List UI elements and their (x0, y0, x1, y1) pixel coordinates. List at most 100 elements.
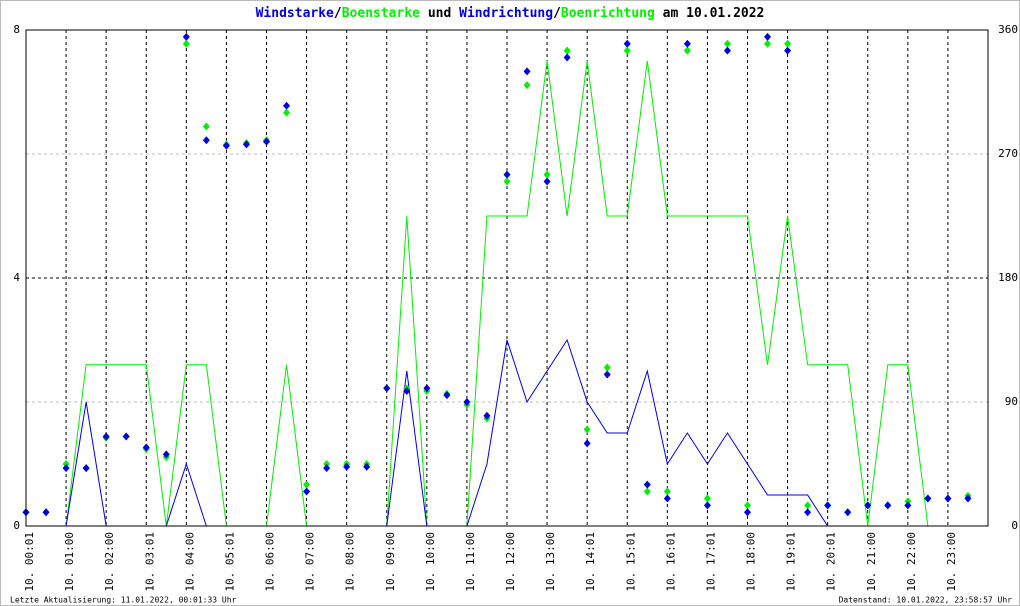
direction-marker (804, 508, 812, 517)
direction-marker (723, 46, 731, 55)
x-tick-label: 10. 19:01 (785, 532, 798, 592)
direction-marker (503, 177, 511, 186)
direction-marker (202, 122, 210, 131)
direction-marker (463, 398, 471, 406)
footer-left: Letzte Aktualisierung: 11.01.2022, 00:01… (10, 596, 237, 605)
direction-marker (623, 46, 631, 55)
x-tick-label: 10. 11:00 (464, 532, 477, 592)
x-tick-label: 10. 09:00 (384, 532, 397, 592)
direction-marker (864, 501, 872, 510)
direction-marker (824, 501, 832, 510)
direction-marker (904, 501, 912, 510)
plot-border (25, 29, 989, 527)
direction-marker (764, 32, 772, 41)
direction-marker (263, 137, 270, 146)
direction-marker (483, 411, 491, 420)
direction-marker (683, 39, 691, 48)
direction-marker (744, 508, 751, 517)
y-tick-label: 4 (13, 271, 20, 284)
speed-line (26, 60, 968, 527)
direction-marker (784, 46, 792, 55)
direction-marker (944, 494, 952, 503)
direction-marker (643, 487, 651, 496)
direction-marker (884, 501, 892, 510)
title-part: und (420, 6, 459, 21)
direction-marker (764, 39, 772, 48)
direction-marker (623, 39, 631, 48)
title-part: Boenrichtung (561, 6, 655, 21)
x-tick-label: 10. 07:00 (304, 532, 317, 592)
direction-marker (283, 108, 291, 117)
x-tick-label: 10. 16:01 (664, 532, 677, 592)
x-tick-label: 10. 21:00 (865, 532, 878, 592)
direction-marker (723, 39, 731, 48)
x-tick-label: 10. 18:00 (745, 532, 758, 592)
x-tick-label: 10. 17:01 (704, 532, 717, 592)
y-tick-label: 8 (13, 23, 20, 36)
direction-marker (543, 170, 551, 179)
direction-marker (663, 494, 671, 503)
y2-tick-label: 360 (998, 23, 1018, 36)
x-tick-label: 10. 03:01 (143, 532, 156, 592)
direction-marker (182, 32, 190, 41)
direction-marker (343, 462, 351, 471)
direction-marker (543, 177, 551, 186)
direction-marker (583, 439, 591, 448)
direction-marker (242, 140, 250, 149)
x-tick-label: 10. 00:01 (23, 532, 36, 592)
direction-marker (82, 464, 90, 473)
direction-marker (142, 443, 150, 452)
direction-marker (784, 39, 792, 48)
x-tick-label: 10. 06:00 (264, 532, 277, 592)
title-part: / (553, 6, 561, 21)
y-tick-label: 0 (13, 519, 20, 532)
title-part: Windrichtung (459, 6, 553, 21)
chart-title: Windstarke/Boenstarke und Windrichtung/B… (256, 6, 765, 21)
direction-marker (283, 101, 291, 110)
direction-marker (102, 432, 110, 441)
y2-tick-label: 270 (998, 147, 1018, 160)
x-tick-label: 10. 15:01 (624, 532, 637, 592)
title-part: / (334, 6, 342, 21)
x-tick-label: 10. 10:00 (424, 532, 437, 592)
x-tick-label: 10. 14:01 (584, 532, 597, 592)
x-tick-label: 10. 20:01 (825, 532, 838, 592)
y2-tick-label: 0 (1011, 519, 1018, 532)
x-tick-label: 10. 02:00 (103, 532, 116, 592)
direction-marker (182, 39, 190, 48)
x-tick-label: 10. 23:00 (945, 532, 958, 592)
direction-marker (523, 81, 531, 90)
direction-marker (122, 432, 130, 441)
footer-right: Datenstand: 10.01.2022, 23:58:57 Uhr (839, 596, 1013, 605)
direction-marker (683, 46, 691, 55)
x-tick-label: 10. 12:00 (504, 532, 517, 592)
direction-marker (383, 384, 391, 393)
direction-marker (62, 464, 70, 473)
direction-marker (703, 501, 711, 510)
direction-marker (844, 508, 852, 517)
title-part: Windstarke (256, 6, 334, 21)
direction-marker (162, 450, 170, 459)
direction-marker (603, 370, 611, 379)
x-tick-label: 10. 04:00 (183, 532, 196, 592)
y2-tick-label: 90 (1005, 395, 1018, 408)
direction-marker (363, 462, 371, 471)
direction-marker (563, 53, 571, 62)
direction-marker (603, 363, 611, 372)
title-part: am 10.01.2022 (655, 6, 765, 21)
direction-marker (202, 136, 210, 145)
speed-line (26, 338, 968, 527)
direction-marker (323, 460, 331, 468)
x-tick-label: 10. 01:00 (63, 532, 76, 592)
direction-marker (323, 464, 331, 473)
direction-marker (663, 487, 671, 496)
direction-marker (563, 46, 571, 55)
direction-marker (42, 508, 50, 517)
direction-marker (583, 425, 591, 434)
direction-marker (804, 501, 812, 510)
direction-marker (744, 501, 751, 510)
y2-tick-label: 180 (998, 271, 1018, 284)
direction-marker (523, 67, 531, 76)
